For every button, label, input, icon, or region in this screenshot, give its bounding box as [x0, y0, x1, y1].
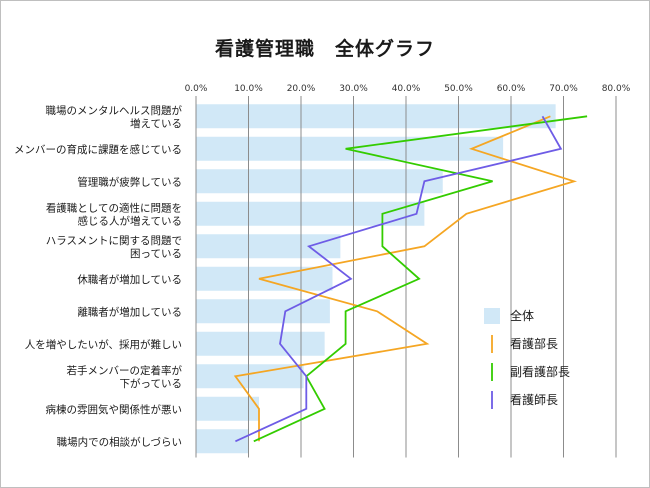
x-tick-label-8: 80.0% [602, 84, 631, 94]
legend-label-2: 副看護部長 [510, 364, 570, 379]
category-label-0: 職場のメンタルヘルス問題が増えている [46, 104, 183, 130]
bar-7 [196, 331, 325, 356]
x-tick-label-7: 70.0% [549, 84, 578, 94]
category-label-6: 離職者が増加している [77, 305, 182, 318]
chart-title: 看護管理職 全体グラフ [214, 38, 435, 60]
category-label-line: 若手メンバーの定着率が [67, 364, 183, 377]
x-tick-label-4: 40.0% [392, 84, 421, 94]
category-label-line: 離職者が増加している [77, 305, 182, 318]
category-label-4: ハラスメントに関する問題で困っている [46, 235, 182, 260]
series-line-2 [235, 115, 563, 443]
category-label-line: メンバーの育成に課題を感じている [14, 143, 182, 156]
x-tick-label-2: 20.0% [287, 84, 316, 94]
x-tick-label-5: 50.0% [444, 84, 473, 94]
bar-6 [196, 299, 330, 324]
category-label-line: 休職者が増加している [77, 273, 182, 286]
legend-label-1: 看護部長 [510, 336, 558, 351]
category-label-line: 病棟の雰囲気や関係性が悪い [46, 403, 183, 416]
category-label-1: メンバーの育成に課題を感じている [14, 143, 182, 156]
bar-9 [196, 396, 259, 421]
legend-label-0: 全体 [510, 308, 534, 323]
category-label-line: 職場内での相談がしづらい [57, 435, 182, 448]
x-tick-label-1: 10.0% [234, 84, 263, 94]
x-tick-label-6: 60.0% [497, 84, 526, 94]
category-label-line: 感じる人が増えている [78, 214, 182, 227]
category-label-line: 管理職が疲弊している [77, 175, 182, 188]
x-tick-label-3: 30.0% [339, 84, 368, 94]
category-label-8: 若手メンバーの定着率が下がっている [67, 364, 183, 390]
bar-4 [196, 234, 341, 259]
category-label-5: 休職者が増加している [77, 273, 182, 286]
category-label-9: 病棟の雰囲気や関係性が悪い [46, 403, 183, 416]
legend-label-3: 看護師長 [510, 392, 558, 407]
category-label-10: 職場内での相談がしづらい [57, 435, 182, 448]
category-label-line: 下がっている [120, 377, 182, 390]
x-tick-label-0: 0.0% [185, 84, 208, 94]
series-line-0 [233, 115, 578, 442]
legend-swatch-0 [484, 308, 500, 324]
bar-0 [196, 104, 556, 129]
category-label-line: 人を増やしたいが、採用が難しい [25, 338, 182, 351]
bar-2 [196, 169, 443, 194]
category-label-line: 看護職としての適性に問題を [46, 201, 182, 214]
bar-5 [196, 266, 333, 291]
series-line-1 [253, 115, 588, 443]
category-label-line: 増えている [130, 117, 182, 130]
bar-10 [196, 429, 249, 454]
category-label-line: 困っている [130, 248, 182, 260]
category-label-line: ハラスメントに関する問題で [46, 235, 182, 247]
category-label-2: 管理職が疲弊している [77, 175, 182, 188]
bar-3 [196, 201, 425, 226]
category-label-3: 看護職としての適性に問題を感じる人が増えている [46, 201, 182, 227]
category-label-7: 人を増やしたいが、採用が難しい [25, 338, 182, 351]
category-label-line: 職場のメンタルヘルス問題が [46, 104, 183, 117]
